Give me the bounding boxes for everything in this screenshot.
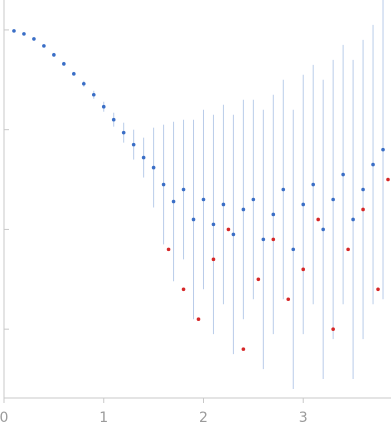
point bbox=[211, 222, 216, 227]
point bbox=[291, 247, 296, 252]
point bbox=[271, 237, 276, 242]
x-tick-label: 2 bbox=[199, 410, 208, 426]
point bbox=[166, 247, 171, 252]
point bbox=[316, 217, 320, 222]
point bbox=[72, 72, 76, 76]
point bbox=[62, 62, 66, 66]
point bbox=[371, 162, 375, 167]
point bbox=[346, 247, 350, 252]
point bbox=[121, 130, 126, 135]
point bbox=[251, 197, 256, 202]
x-tick-label: 3 bbox=[299, 410, 308, 426]
point bbox=[211, 257, 216, 262]
point bbox=[196, 317, 201, 321]
x-tick-label: 0 bbox=[0, 410, 8, 426]
point bbox=[81, 81, 86, 86]
point bbox=[286, 297, 291, 302]
point bbox=[181, 187, 186, 192]
point bbox=[181, 287, 186, 292]
point bbox=[311, 182, 316, 187]
point bbox=[341, 172, 345, 177]
point bbox=[42, 44, 46, 48]
point bbox=[111, 117, 116, 122]
point bbox=[32, 37, 36, 41]
point bbox=[151, 165, 156, 170]
point bbox=[22, 32, 26, 36]
point bbox=[221, 202, 226, 207]
point bbox=[226, 227, 231, 232]
point bbox=[256, 277, 261, 282]
point bbox=[91, 92, 96, 97]
point bbox=[171, 199, 176, 204]
point bbox=[201, 197, 206, 202]
point bbox=[361, 187, 365, 192]
point bbox=[191, 217, 196, 222]
point bbox=[301, 202, 306, 207]
point bbox=[12, 29, 16, 33]
point bbox=[241, 207, 246, 212]
point bbox=[141, 155, 146, 160]
point bbox=[52, 53, 56, 57]
point bbox=[261, 237, 266, 242]
point bbox=[361, 207, 365, 212]
x-tick-label: 1 bbox=[99, 410, 108, 426]
point bbox=[381, 147, 385, 152]
point bbox=[386, 177, 390, 182]
point bbox=[301, 267, 306, 272]
point bbox=[331, 327, 335, 331]
point bbox=[241, 347, 246, 351]
point bbox=[321, 227, 325, 232]
point bbox=[231, 232, 236, 237]
point bbox=[281, 187, 286, 192]
point bbox=[351, 217, 355, 222]
point bbox=[331, 197, 335, 202]
point bbox=[271, 212, 276, 217]
point bbox=[131, 142, 136, 147]
point bbox=[161, 182, 166, 187]
point bbox=[376, 287, 380, 292]
point bbox=[101, 104, 106, 109]
